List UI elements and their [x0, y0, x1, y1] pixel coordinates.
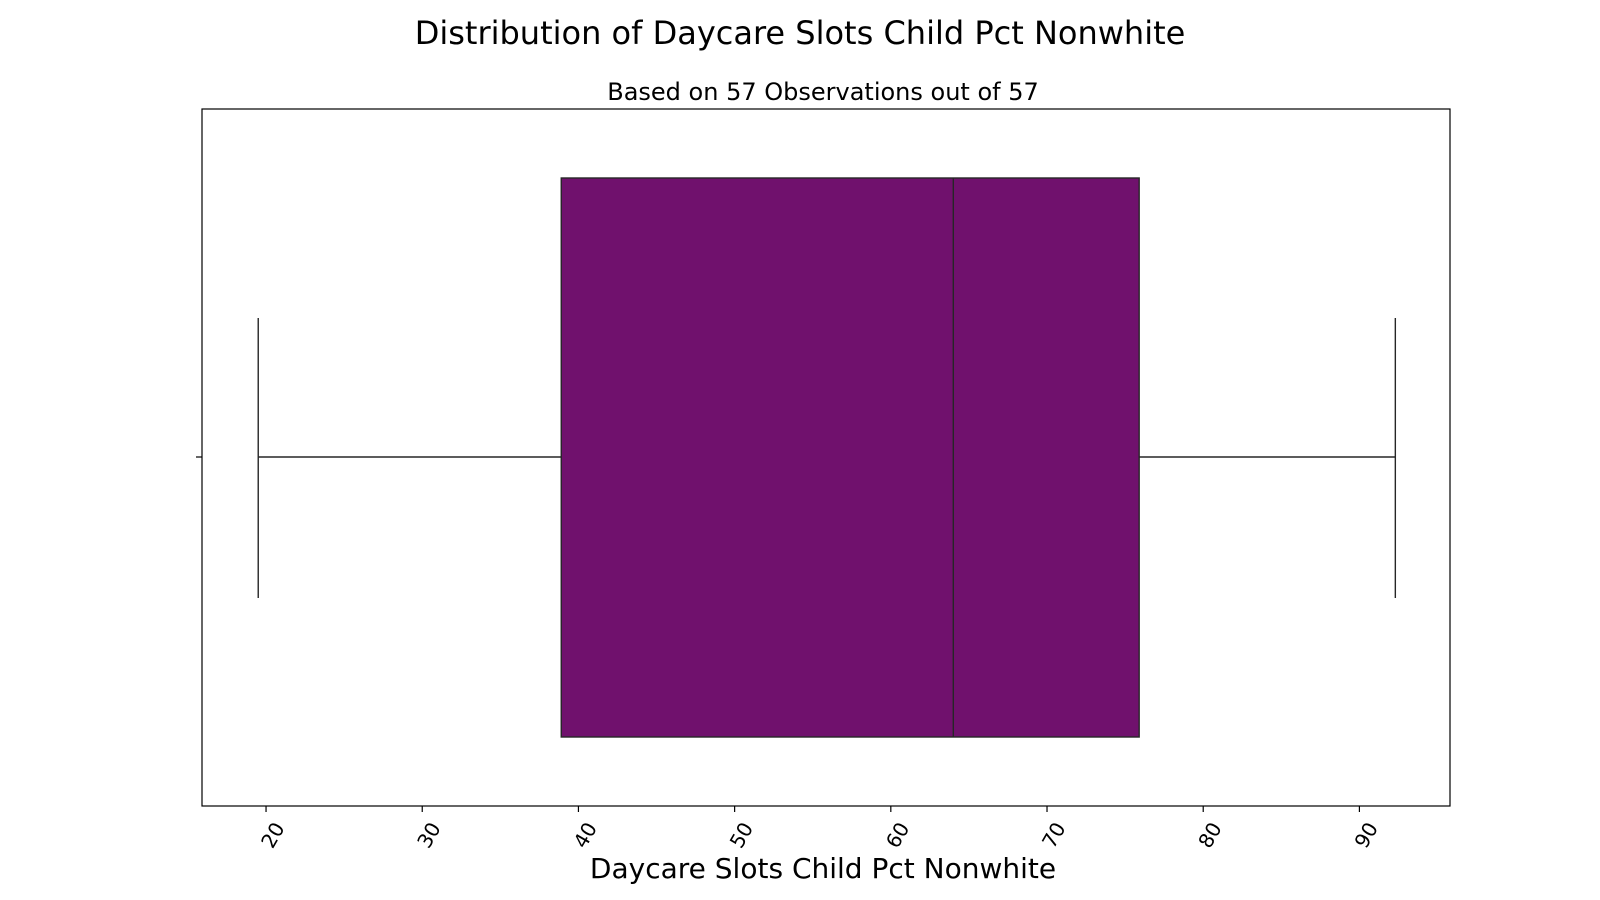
iqr-box — [560, 177, 1140, 738]
x-tick-label: 90 — [1349, 818, 1383, 852]
x-tick-label: 50 — [725, 818, 759, 852]
chart-title: Distribution of Daycare Slots Child Pct … — [415, 14, 1186, 52]
x-axis-label: Daycare Slots Child Pct Nonwhite — [590, 852, 1056, 885]
x-tick-label: 60 — [881, 818, 915, 852]
chart-subtitle: Based on 57 Observations out of 57 — [607, 78, 1039, 106]
x-tick-label: 40 — [568, 818, 602, 852]
x-tick-label: 70 — [1037, 818, 1071, 852]
x-tick-label: 30 — [412, 818, 446, 852]
x-tick-label: 20 — [256, 818, 290, 852]
x-axis-ticks: 20 30 40 50 60 70 80 90 — [256, 806, 1383, 852]
x-tick-label: 80 — [1193, 818, 1227, 852]
plot-area — [196, 108, 1451, 807]
